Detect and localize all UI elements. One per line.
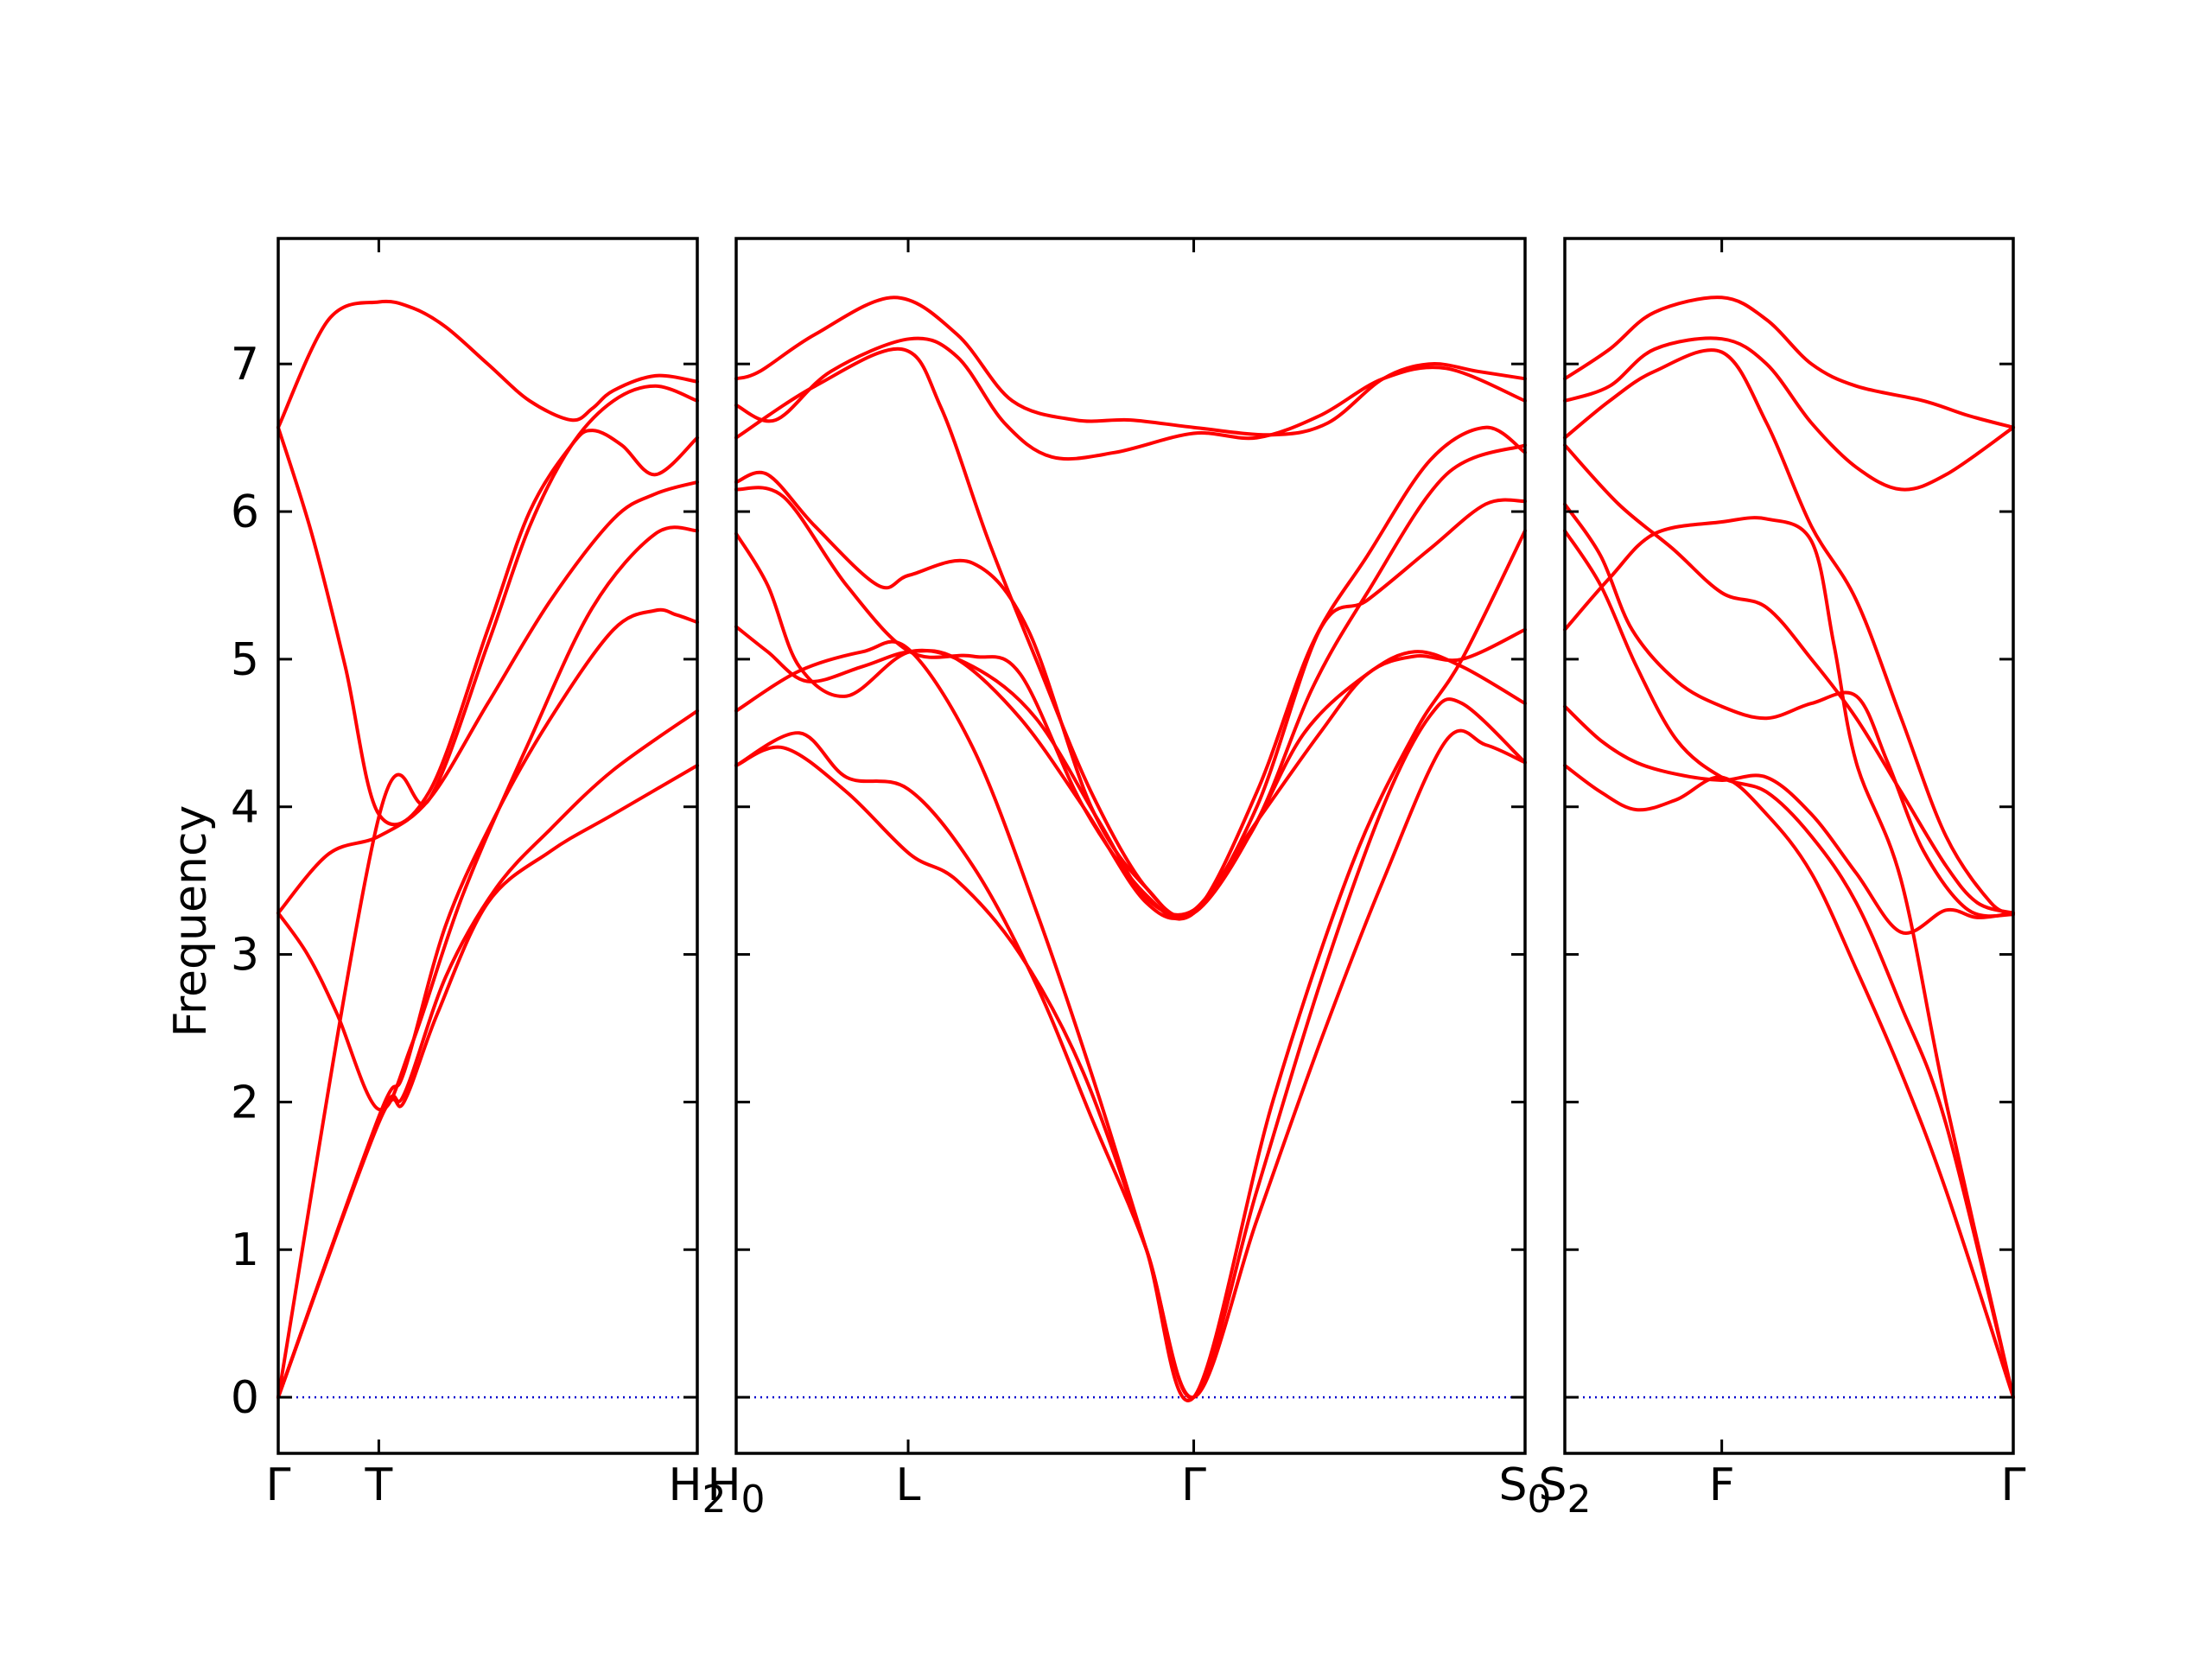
x-tick-label: F [1709, 1459, 1735, 1511]
panel-frame [734, 237, 1527, 1455]
y-axis-label: Frequency [165, 805, 217, 1038]
band-3 [734, 346, 1527, 918]
band-1 [276, 299, 699, 429]
band-1 [734, 296, 1527, 437]
panel-2: H0 L Γ S0 [707, 237, 1552, 1522]
band-5 [734, 486, 1527, 921]
y-tick-label: 6 [231, 486, 259, 538]
band-2 [1563, 336, 2015, 492]
band-6 [1563, 502, 2015, 918]
y-tick-label: 7 [231, 339, 259, 391]
band-8 [1563, 704, 2015, 935]
band-4 [734, 425, 1527, 920]
band-4 [276, 480, 699, 915]
panel-3: S2 F Γ [1538, 237, 2026, 1522]
x-tick-label: Γ [266, 1459, 291, 1511]
band-10 [734, 728, 1527, 1400]
band-6 [734, 531, 1527, 917]
panel-frame [276, 237, 699, 1455]
band-8 [734, 529, 1527, 1402]
x-tick-label: Γ [2001, 1459, 2026, 1511]
band-9 [734, 697, 1527, 1400]
panel-1: Γ T H2 [266, 237, 727, 1522]
y-tick-label: 5 [231, 634, 259, 686]
band-7 [276, 709, 699, 1400]
y-tick-label: 3 [231, 930, 259, 982]
band-7 [734, 625, 1527, 920]
y-tick-label: 4 [231, 782, 259, 834]
panel-frame [1563, 237, 2015, 1455]
x-tick-label: Γ [1181, 1459, 1206, 1511]
band-8 [276, 763, 699, 1400]
x-tick-label: L [896, 1459, 921, 1511]
band-2 [734, 336, 1527, 461]
band-9 [1563, 763, 2015, 1400]
band-3 [276, 384, 699, 1400]
y-tick-label: 0 [231, 1372, 259, 1424]
band-5 [1563, 516, 2015, 1400]
y-tick-label: 1 [231, 1224, 259, 1276]
band-6 [276, 607, 699, 1400]
band-7 [1563, 529, 2015, 1400]
band-1 [1563, 296, 2015, 429]
x-tick-label: T [365, 1459, 393, 1511]
band-2 [276, 425, 699, 827]
band-5 [276, 525, 699, 1112]
y-tick-label: 2 [231, 1077, 259, 1128]
band-3 [1563, 348, 2015, 915]
